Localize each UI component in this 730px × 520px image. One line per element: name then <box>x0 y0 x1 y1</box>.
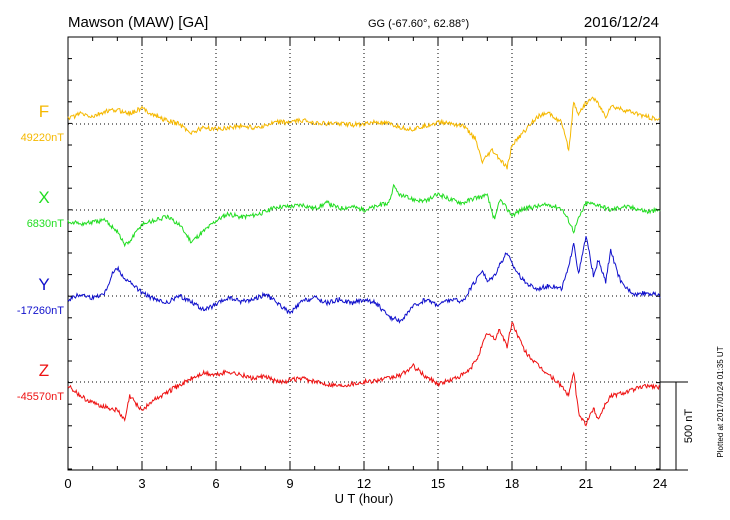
series-line-Y <box>67 236 661 324</box>
x-tick-label-12: 12 <box>357 476 371 491</box>
grid-lines <box>141 37 587 470</box>
baseline-value-X: 6830nT <box>27 218 65 230</box>
x-tick-label-3: 3 <box>138 476 145 491</box>
x-axis-title: U T (hour) <box>335 491 394 506</box>
x-tick-label-21: 21 <box>579 476 593 491</box>
scale-bar-label: 500 nT <box>683 409 695 444</box>
x-tick-label-0: 0 <box>64 476 71 491</box>
component-label-Z: Z <box>39 361 49 380</box>
component-label-F: F <box>39 102 49 121</box>
x-tick-label-9: 9 <box>286 476 293 491</box>
component-label-Y: Y <box>38 275 49 294</box>
component-label-X: X <box>38 188 49 207</box>
x-tick-label-18: 18 <box>505 476 519 491</box>
x-axis-ticks: 0 3 6 9 12 15 18 21 24 <box>64 37 667 491</box>
x-tick-label-6: 6 <box>212 476 219 491</box>
station-title: Mawson (MAW) [GA] <box>68 14 208 31</box>
baseline-value-F: 49220nT <box>21 132 65 144</box>
baseline-value-Z: -45570nT <box>17 391 64 403</box>
station-coordinates: GG (-67.60°, 62.88°) <box>368 18 469 30</box>
series-lines <box>67 96 661 427</box>
baseline-value-Y: -17260nT <box>17 305 64 317</box>
series-line-X <box>67 183 661 248</box>
x-tick-label-15: 15 <box>431 476 445 491</box>
plot-date: 2016/12/24 <box>584 14 659 31</box>
component-labels: F 49220nT X 6830nT Y -17260nT Z -45570nT <box>17 102 64 403</box>
series-line-Z <box>67 321 661 427</box>
scale-bar: 500 nT <box>660 381 695 471</box>
series-line-F <box>67 96 660 170</box>
x-tick-label-24: 24 <box>653 476 667 491</box>
plotted-timestamp: Plotted at 2017/01/24 01:35 UT <box>716 346 725 457</box>
